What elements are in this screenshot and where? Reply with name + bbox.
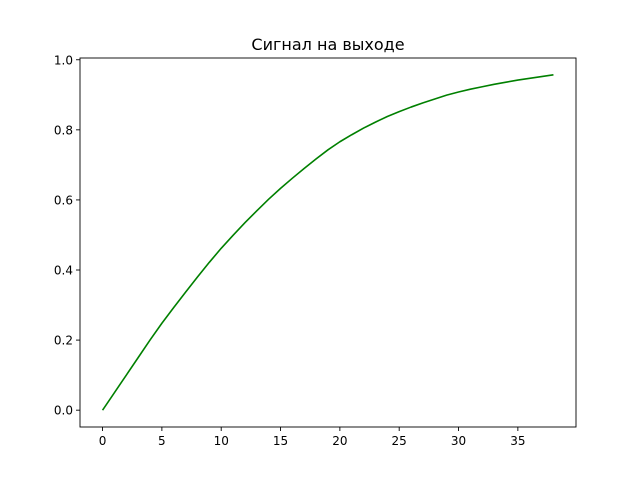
x-tick-label: 5: [158, 434, 166, 448]
x-tick-label: 30: [451, 434, 466, 448]
y-tick-label: 0.6: [54, 193, 73, 207]
y-tick-label: 1.0: [54, 53, 73, 67]
y-tick-label: 0.2: [54, 334, 73, 348]
plot-area: 0 5 10 15 20 25 30 35 0.0 0.2 0.4 0.6 0.8 1.0: [54, 53, 577, 448]
y-tick-label: 0.4: [54, 264, 73, 278]
y-tick-label: 0.0: [54, 404, 73, 418]
chart-title: Сигнал на выходе: [251, 35, 404, 54]
y-tick-label: 0.8: [54, 123, 73, 137]
x-tick-label: 35: [510, 434, 525, 448]
x-tick-label: 20: [332, 434, 347, 448]
x-tick-label: 0: [99, 434, 107, 448]
series-line: [101, 74, 554, 411]
axes-frame: [79, 57, 577, 428]
x-tick-label: 25: [392, 434, 407, 448]
x-tick-label: 10: [214, 434, 229, 448]
x-tick-label: 15: [273, 434, 288, 448]
